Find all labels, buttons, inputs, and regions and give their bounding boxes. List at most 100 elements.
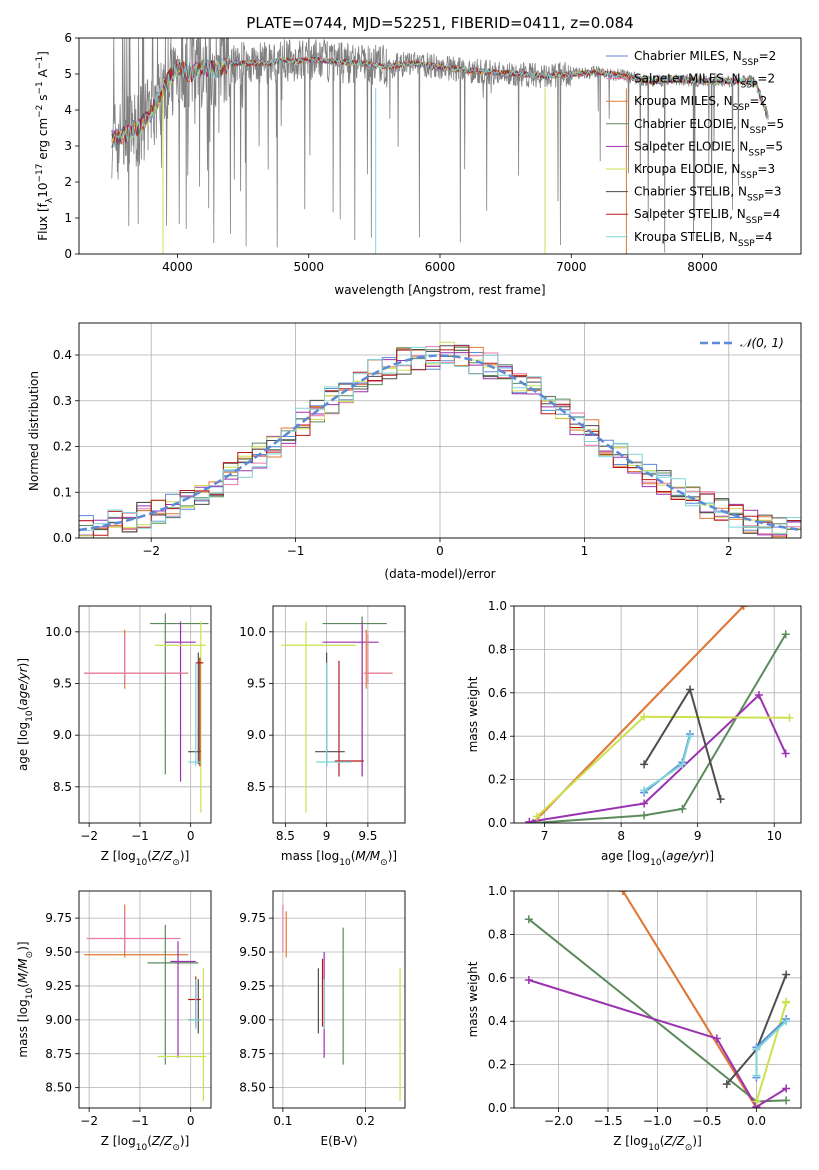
grid <box>273 891 405 1108</box>
x-axis-label: E(B-V) <box>320 1134 357 1148</box>
weight-marker <box>716 795 725 804</box>
normal-curve <box>79 354 801 532</box>
axes-age-vs-z: −2 −1 0 8.5 9.0 9.5 10.0 Z [log10(Z/Z⊙)] age [lo… <box>16 605 212 868</box>
axes-frame <box>78 605 212 824</box>
plot-area <box>273 606 405 823</box>
tick-label-x: 0.0 <box>747 1114 766 1128</box>
axes-spectrum: 4000 5000 6000 7000 8000 0 1 2 3 4 5 6 wavelength [A… <box>35 31 802 297</box>
tick-label-x: −2 <box>80 1114 98 1128</box>
weight-marker <box>640 786 649 795</box>
plot-area <box>79 606 211 823</box>
tick-label-x: 0 <box>187 1114 195 1128</box>
plot-area <box>514 891 801 1108</box>
tick-label-y: 0.2 <box>488 773 507 787</box>
weight-marker <box>678 804 687 813</box>
tick-label-y: 9.25 <box>239 979 266 993</box>
tick-label-x: −2 <box>142 544 160 558</box>
tick-label-y: 0.8 <box>488 927 507 941</box>
weight-line-chabrier_miles <box>755 1018 787 1078</box>
x-axis-label: wavelength [Angstrom, rest frame] <box>334 283 545 297</box>
tick-label-x: 7 <box>541 829 549 843</box>
y-axis-label: Normed distribution <box>27 371 41 491</box>
tick-label-y: 4 <box>64 103 72 117</box>
axes-mass-vs-ebv: 0.1 0.2 8.50 8.75 9.00 9.25 9.50 9.75 E(B-V) <box>239 890 406 1148</box>
legend-label: Chabrier MILES, NSSP=2 <box>634 49 776 68</box>
weight-marker <box>785 713 794 722</box>
weight-marker <box>686 732 695 741</box>
legend-label: Chabrier STELIB, NSSP=3 <box>634 185 782 204</box>
plot-area <box>79 891 211 1108</box>
tick-label-y: 9.75 <box>239 911 266 925</box>
tick-label-y: 9.50 <box>239 945 266 959</box>
weight-marker <box>781 630 790 639</box>
legend-label: Salpeter ELODIE, NSSP=5 <box>634 139 783 158</box>
histogram-chabrier_stelib <box>79 345 801 538</box>
weight-marker <box>782 1096 791 1105</box>
legend-label: 𝒩(0, 1) <box>740 336 784 350</box>
figure-title: PLATE=0744, MJD=52251, FIBERID=0411, z=0… <box>246 14 633 32</box>
plot-area <box>79 323 801 538</box>
tick-label-x: 0 <box>187 829 195 843</box>
tick-label-y: 1 <box>64 211 72 225</box>
tick-label-x: 8000 <box>687 260 718 274</box>
tick-label-y: 6 <box>64 31 72 45</box>
grid <box>514 891 801 1108</box>
tick-label-y: 10.0 <box>45 625 72 639</box>
tick-label-y: 9.75 <box>45 911 72 925</box>
weight-marker <box>686 685 695 694</box>
tick-label-y: 0.6 <box>488 971 507 985</box>
tick-label-y: 8.5 <box>247 780 266 794</box>
legend-label: Kroupa STELIB, NSSP=4 <box>634 230 772 249</box>
tick-label-y: 9.5 <box>247 677 266 691</box>
weight-marker <box>782 1017 791 1026</box>
weight-line-chabrier_elodie <box>533 633 787 823</box>
weight-line-salpeter_elodie <box>529 693 787 823</box>
weight-marker <box>752 1045 761 1054</box>
weight-marker <box>524 975 533 984</box>
y-axis-label: Flux [fλ10−17 erg cm−2 s−1 A−1] <box>35 51 55 241</box>
weight-marker <box>678 760 687 769</box>
weight-marker <box>640 799 649 808</box>
tick-label-y: 5 <box>64 67 72 81</box>
weight-marker <box>640 712 649 721</box>
y-axis-label: mass weight <box>466 961 480 1037</box>
weight-marker <box>739 606 748 610</box>
tick-label-x: −2 <box>80 829 98 843</box>
axes-frame <box>513 890 802 1109</box>
weight-marker <box>722 1080 731 1089</box>
weight-marker <box>754 690 763 699</box>
tick-label-x: −1 <box>131 829 149 843</box>
tick-label-x: 0.2 <box>356 1114 375 1128</box>
x-axis-label: Z [log10(Z/Z⊙)] <box>101 849 190 868</box>
weight-marker <box>782 1084 791 1093</box>
axes-frame <box>272 605 406 824</box>
x-axis-label: Z [log10(Z/Z⊙)] <box>613 1134 702 1153</box>
weight-marker <box>640 760 649 769</box>
histogram-salpeter_stelib <box>79 345 801 538</box>
tick-label-y: 9.00 <box>239 1013 266 1027</box>
tick-label-y: 9.5 <box>53 677 72 691</box>
tick-label-y: 0.0 <box>53 531 72 545</box>
tick-label-y: 9.25 <box>45 979 72 993</box>
tick-label-y: 9.0 <box>247 728 266 742</box>
tick-label-x: 6000 <box>425 260 456 274</box>
tick-label-x: 0.1 <box>273 1114 292 1128</box>
y-axis-label: age [log10(age/yr)] <box>16 658 35 771</box>
tick-label-y: 0.4 <box>53 348 72 362</box>
weight-marker <box>752 1071 761 1080</box>
tick-label-x: 2 <box>725 544 733 558</box>
tick-label-y: 8.75 <box>45 1047 72 1061</box>
weight-marker <box>532 812 541 821</box>
weight-marker <box>524 915 533 924</box>
weight-marker <box>782 997 791 1006</box>
tick-label-x: 9 <box>323 829 331 843</box>
tick-label-y: 8.50 <box>45 1081 72 1095</box>
plot-area <box>273 891 405 1108</box>
weight-marker <box>525 817 534 823</box>
tick-label-y: 2 <box>64 175 72 189</box>
weight-marker <box>752 1097 761 1106</box>
axes-frame <box>272 890 406 1109</box>
weight-marker <box>618 891 627 895</box>
